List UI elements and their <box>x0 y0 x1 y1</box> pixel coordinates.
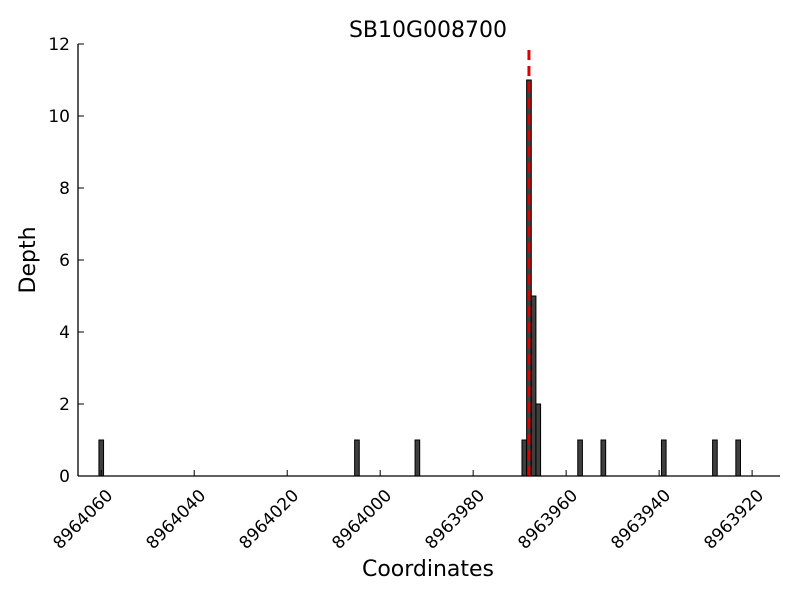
x-tick-label-4: 8963980 <box>421 486 489 554</box>
y-tick-label-0: 0 <box>59 467 70 487</box>
bar-0-8 <box>600 439 607 477</box>
chart-title: SB10G008700 <box>349 18 507 43</box>
bar-0-6 <box>535 403 542 477</box>
y-tick-label-2: 4 <box>59 323 70 343</box>
bar-0-9 <box>660 439 667 477</box>
y-tick-label-6: 12 <box>48 35 70 55</box>
y-axis-title: Depth <box>16 226 41 293</box>
bar-0-2 <box>414 439 421 477</box>
x-tick-label-6: 8963940 <box>607 486 675 554</box>
y-tick-label-3: 6 <box>59 251 70 271</box>
x-tick-label-1: 8964040 <box>142 486 210 554</box>
bar-0-11 <box>735 439 741 477</box>
x-tick-label-3: 8964000 <box>328 486 396 554</box>
x-tick-label-5: 8963960 <box>514 486 582 554</box>
x-tick-label-2: 8964020 <box>235 486 303 554</box>
bars-layer <box>98 79 741 477</box>
y-ticks-layer: 0 2 4 6 8 10 12 <box>48 35 84 487</box>
x-tick-label-0: 8964060 <box>50 486 118 554</box>
axes-layer <box>77 44 780 477</box>
bar-0-5 <box>530 295 537 477</box>
bar-0-1 <box>354 439 360 477</box>
bar-0-10 <box>712 439 718 477</box>
y-tick-label-4: 8 <box>59 179 70 199</box>
x-tick-label-7: 8963920 <box>700 486 768 554</box>
x-ticks-layer: 8964060 8964040 8964020 8964000 8963980 89639… <box>50 470 768 554</box>
y-tick-label-1: 2 <box>59 395 70 415</box>
bar-0-3 <box>521 439 528 477</box>
x-axis-title: Coordinates <box>362 557 494 582</box>
y-tick-label-5: 10 <box>48 107 70 127</box>
bar-0-7 <box>577 439 583 477</box>
